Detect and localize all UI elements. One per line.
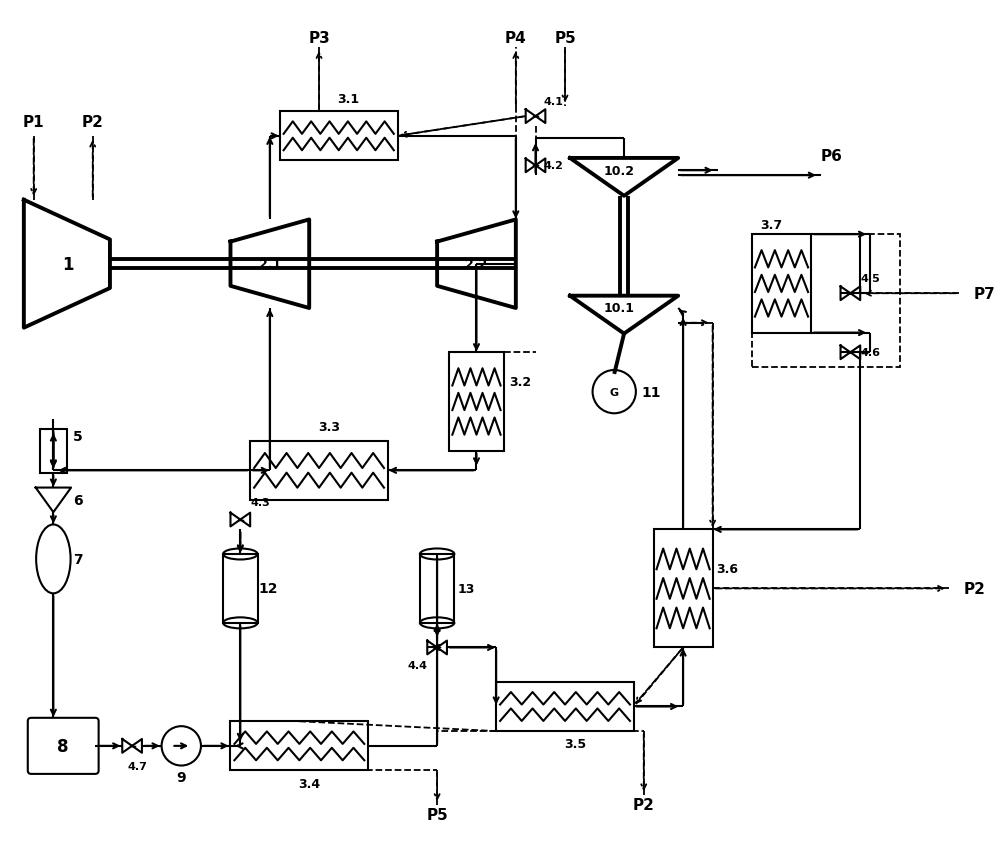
Text: 4.3: 4.3 [250, 498, 270, 507]
Text: P2: P2 [82, 115, 104, 129]
Text: 3.1: 3.1 [337, 93, 360, 106]
Text: 5: 5 [73, 430, 83, 443]
Text: 4.2: 4.2 [543, 161, 563, 171]
Bar [496, 682, 634, 731]
Text: 12: 12 [258, 582, 278, 596]
Text: 3.3: 3.3 [318, 420, 340, 433]
Text: P2: P2 [633, 797, 655, 813]
Text: P7: P7 [973, 287, 995, 301]
Text: 3.7: 3.7 [761, 219, 783, 232]
Text: 3.6: 3.6 [716, 562, 738, 575]
Text: P5: P5 [426, 808, 448, 822]
Text: 3.4: 3.4 [298, 777, 320, 790]
Text: 3.2: 3.2 [510, 376, 532, 389]
Bar [752, 235, 900, 368]
Bar [280, 112, 398, 161]
Text: 9: 9 [176, 771, 186, 784]
Text: 3.5: 3.5 [564, 738, 586, 751]
Text: 10.2: 10.2 [604, 164, 635, 177]
Bar [250, 442, 388, 500]
Text: 11: 11 [642, 385, 661, 400]
Text: P4: P4 [505, 31, 527, 46]
Bar [40, 429, 67, 474]
Text: 4.7: 4.7 [127, 760, 147, 771]
Bar [420, 554, 454, 623]
Bar [230, 722, 368, 771]
Text: 13: 13 [458, 582, 475, 595]
Text: 6: 6 [73, 493, 83, 507]
Text: 4.6: 4.6 [860, 348, 880, 358]
Text: 2.1: 2.1 [259, 258, 281, 271]
Text: P1: P1 [23, 115, 44, 129]
Text: 10.1: 10.1 [604, 302, 635, 315]
Text: 4.1: 4.1 [543, 97, 563, 108]
Text: G: G [610, 387, 619, 397]
Text: P5: P5 [554, 31, 576, 46]
Bar [752, 235, 811, 333]
Text: P3: P3 [308, 31, 330, 46]
Text: 7: 7 [73, 552, 83, 567]
Bar [223, 554, 258, 623]
Text: 4.5: 4.5 [860, 274, 880, 284]
Bar [449, 353, 504, 451]
Text: 1: 1 [62, 256, 74, 274]
Text: P2: P2 [964, 581, 985, 596]
Text: 8: 8 [57, 737, 69, 755]
Bar [654, 530, 713, 647]
Text: 2.2: 2.2 [465, 258, 488, 271]
Text: P6: P6 [821, 149, 843, 164]
Text: 4.4: 4.4 [407, 660, 427, 671]
